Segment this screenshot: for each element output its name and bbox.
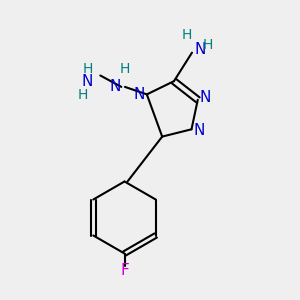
Text: H: H: [182, 28, 192, 42]
Text: N: N: [82, 74, 93, 89]
Text: F: F: [120, 263, 129, 278]
Text: H: H: [77, 88, 88, 102]
Text: N: N: [110, 80, 121, 94]
Text: N: N: [193, 123, 205, 138]
Text: H: H: [202, 38, 213, 52]
Text: H: H: [119, 62, 130, 76]
Text: N: N: [195, 42, 206, 57]
Text: N: N: [200, 90, 211, 105]
Text: H: H: [82, 62, 93, 76]
Text: N: N: [134, 87, 145, 102]
